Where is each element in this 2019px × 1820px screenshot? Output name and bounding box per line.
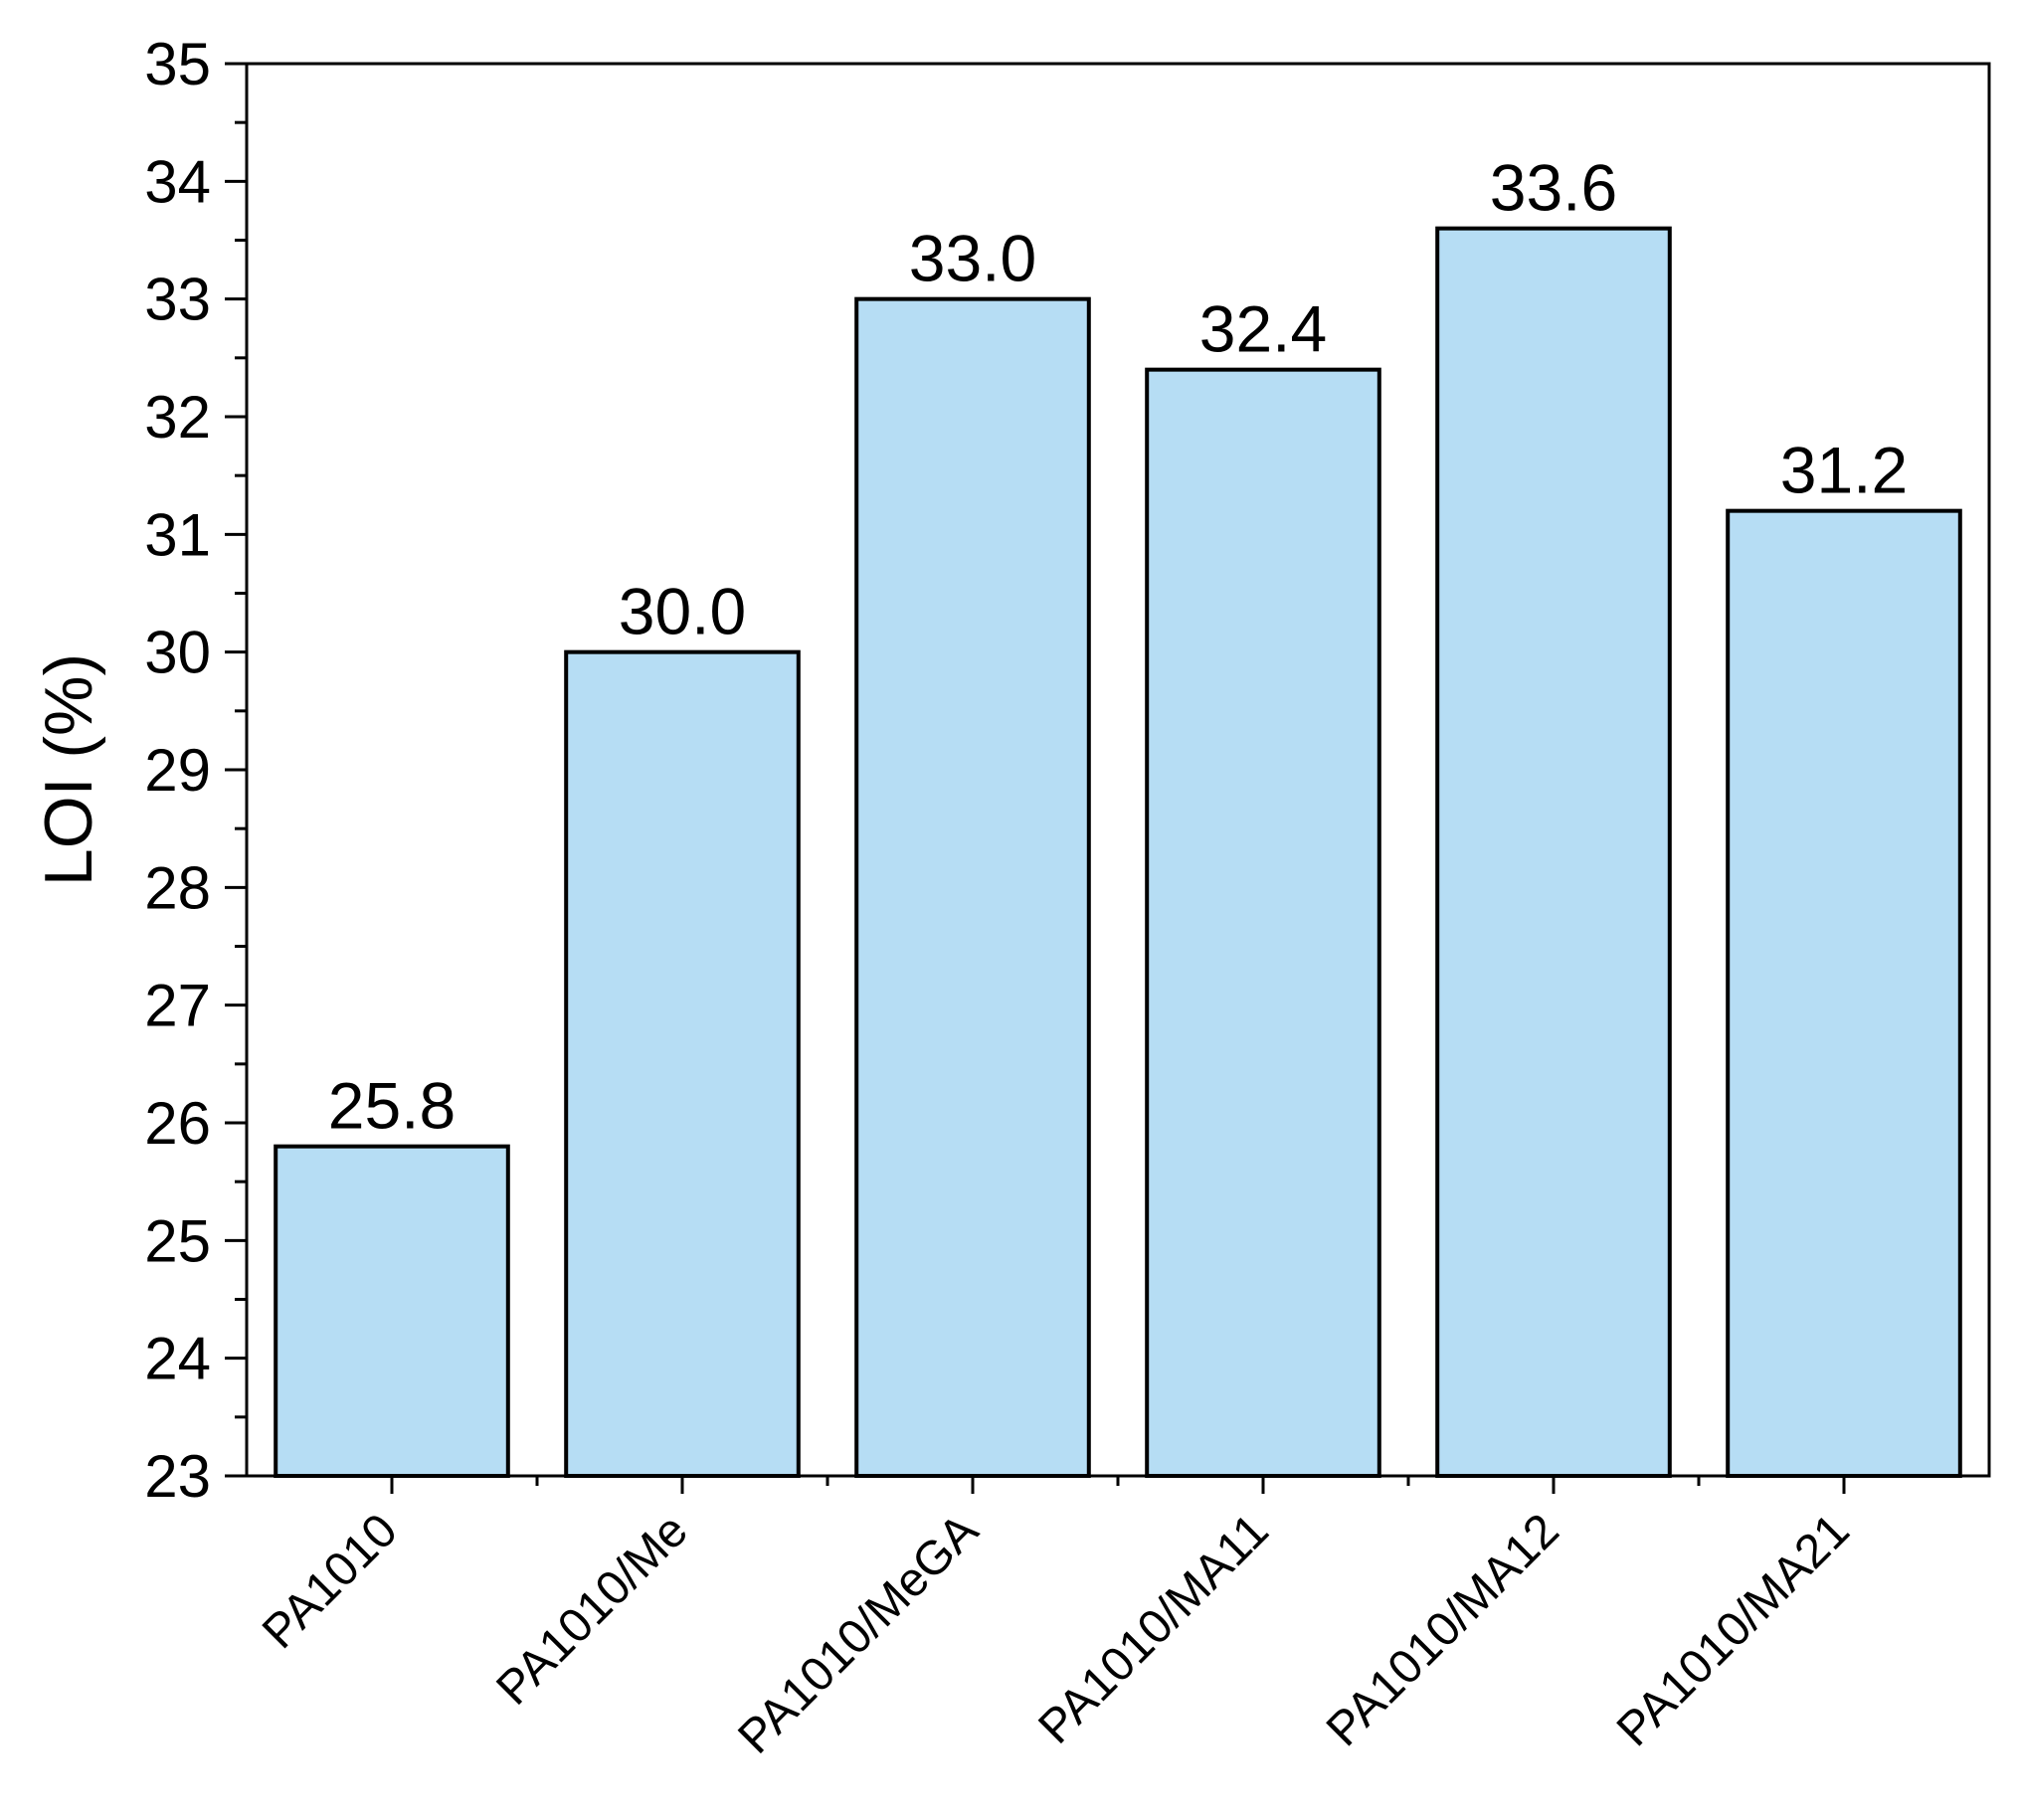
y-tick-label: 30 bbox=[144, 620, 211, 686]
y-tick-label: 28 bbox=[144, 854, 211, 921]
x-tick-label: PA1010/Me bbox=[486, 1504, 697, 1715]
bar-0 bbox=[274, 1144, 510, 1478]
bar-value-label: 33.6 bbox=[1490, 151, 1617, 225]
y-tick-label: 32 bbox=[144, 384, 211, 451]
bar-value-label: 32.4 bbox=[1199, 292, 1327, 366]
y-tick-label: 24 bbox=[144, 1326, 211, 1392]
bar-1 bbox=[564, 649, 801, 1478]
y-tick-label: 31 bbox=[144, 501, 211, 568]
x-tick-label: PA1010 bbox=[253, 1504, 408, 1659]
y-tick-label: 35 bbox=[144, 31, 211, 97]
bar-value-label: 31.2 bbox=[1780, 434, 1908, 507]
x-tick-label: PA1010/MA11 bbox=[1028, 1504, 1278, 1753]
x-axis-ticks: PA1010 PA1010/Me PA1010/MeGA PA1010/MA11 PA1… bbox=[253, 1476, 1860, 1764]
bar-3 bbox=[1145, 367, 1381, 1479]
y-tick-label: 27 bbox=[144, 973, 211, 1039]
x-tick-label: PA1010/MA21 bbox=[1607, 1504, 1860, 1756]
x-tick-label: PA1010/MA12 bbox=[1317, 1504, 1569, 1756]
y-axis-title: LOI (%) bbox=[31, 653, 106, 886]
bar-value-label: 25.8 bbox=[328, 1069, 456, 1143]
y-tick-label: 23 bbox=[144, 1443, 211, 1510]
bar-value-label: 33.0 bbox=[909, 222, 1036, 295]
value-labels-group: 25.8 30.0 33.0 32.4 33.6 31.2 bbox=[328, 151, 1908, 1143]
y-tick-label: 29 bbox=[144, 737, 211, 804]
bar-4 bbox=[1435, 226, 1672, 1479]
plot-frame bbox=[245, 62, 1991, 1478]
y-tick-label: 34 bbox=[144, 148, 211, 215]
y-axis-ticks: 23 24 25 26 27 28 29 30 31 32 33 34 35 bbox=[144, 31, 247, 1510]
bar-value-label: 30.0 bbox=[619, 575, 746, 648]
bars-group bbox=[274, 226, 1962, 1479]
y-tick-label: 33 bbox=[144, 267, 211, 333]
x-tick-label: PA1010/MeGA bbox=[728, 1504, 988, 1763]
y-tick-label: 26 bbox=[144, 1090, 211, 1157]
bar-2 bbox=[854, 296, 1091, 1479]
bar-5 bbox=[1726, 508, 1962, 1478]
y-tick-label: 25 bbox=[144, 1207, 211, 1274]
